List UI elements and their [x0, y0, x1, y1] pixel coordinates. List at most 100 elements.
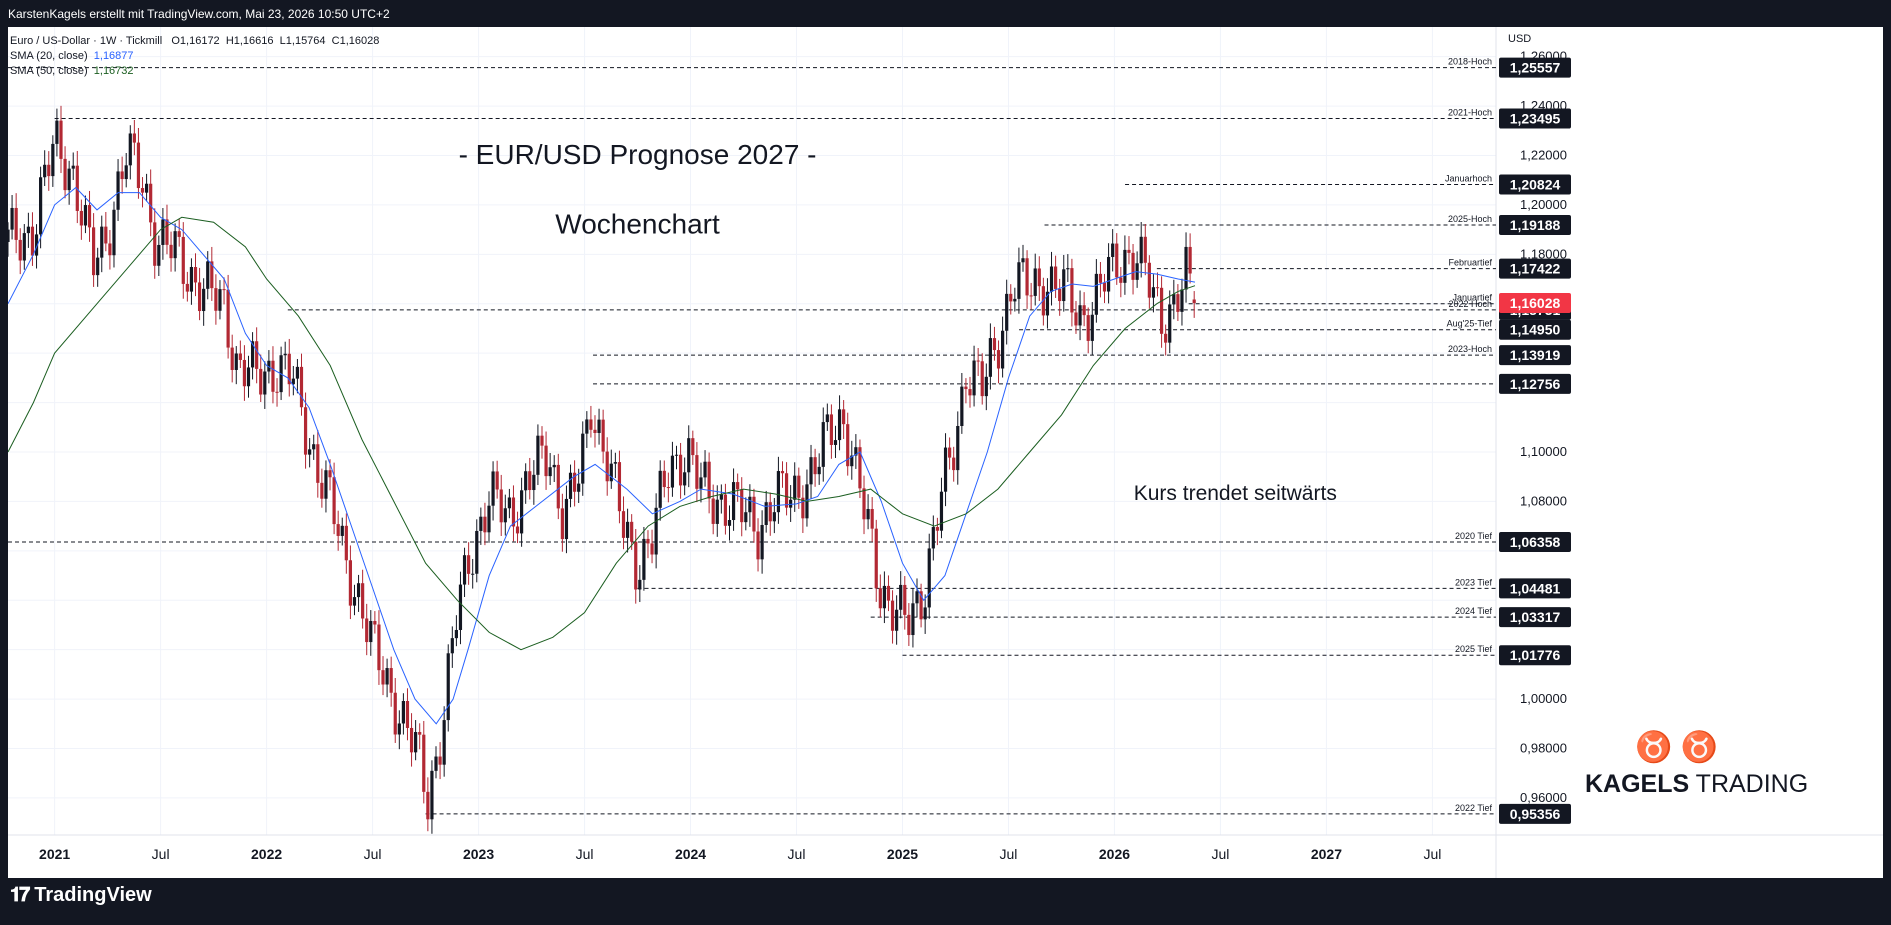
- candle-body: [365, 618, 369, 643]
- candle-body: [772, 512, 776, 522]
- candle-body: [972, 360, 976, 396]
- candle-body: [263, 371, 267, 395]
- candle-body: [462, 555, 467, 585]
- candle-body: [491, 471, 495, 506]
- candle-body: [246, 367, 251, 387]
- moving-average-line: [8, 186, 1196, 725]
- candle-body: [650, 543, 654, 555]
- candle-body: [348, 560, 353, 606]
- level-label: 2023-Hoch: [1448, 344, 1492, 354]
- candle-body: [238, 353, 242, 360]
- legend-sma20-row[interactable]: SMA (20, close) 1,16877: [10, 49, 379, 64]
- candle-body: [287, 353, 291, 385]
- tradingview-logo[interactable]: 𝟏𝟕 TradingView: [10, 884, 152, 907]
- y-tick-label: 0,98000: [1520, 741, 1567, 756]
- candle-body: [670, 455, 675, 488]
- candle-body: [1115, 243, 1119, 278]
- candle-body: [226, 289, 230, 348]
- candle-body: [511, 497, 516, 527]
- level-price-tag-text: 1,25557: [1510, 60, 1561, 76]
- level-label: 2022 Hoch: [1448, 299, 1492, 309]
- price-chart[interactable]: 2018-Hoch 2021-Hoch Januarhoch 2025-Hoch Feb…: [8, 27, 1883, 878]
- high-value: H1,16616: [225, 35, 274, 47]
- candle-body: [267, 360, 271, 372]
- candle-body: [821, 422, 825, 467]
- level-label: Februartief: [1448, 258, 1492, 268]
- candle-body: [1045, 291, 1050, 316]
- candle-body: [695, 455, 699, 489]
- close-value: C1,16028: [331, 35, 380, 47]
- candle-body: [931, 527, 935, 549]
- level-price-tag-text: 1,17422: [1510, 261, 1561, 277]
- candle-body: [361, 583, 365, 619]
- level-price-tag-text: 1,04481: [1510, 580, 1561, 596]
- level-price-tag-text: 1,23495: [1510, 111, 1561, 127]
- candle-body: [1188, 246, 1192, 274]
- candle-body: [1176, 294, 1180, 312]
- candle-body: [434, 756, 438, 771]
- candle-body: [568, 472, 573, 499]
- candle-body: [874, 528, 878, 589]
- level-label: 2020 Tief: [1455, 531, 1493, 541]
- candle-body: [520, 490, 524, 534]
- level-label: 2025-Hoch: [1448, 214, 1492, 224]
- candle-body: [108, 243, 112, 256]
- candle-body: [1119, 277, 1123, 283]
- candle-body: [169, 244, 173, 259]
- candle-body: [26, 226, 30, 234]
- candle-body: [597, 419, 601, 433]
- candle-body: [968, 389, 972, 396]
- candle-body: [573, 472, 577, 492]
- candle-body: [625, 521, 630, 538]
- chart-subtitle: Wochenchart: [555, 208, 720, 239]
- candle-body: [846, 424, 850, 467]
- candle-body: [1009, 293, 1013, 302]
- level-price-tag-text: 1,03317: [1510, 609, 1561, 625]
- candle-body: [202, 288, 206, 312]
- candle-body: [577, 483, 581, 492]
- candle-body: [83, 205, 88, 226]
- candle-body: [503, 508, 507, 523]
- candle-body: [271, 360, 275, 392]
- candle-body: [312, 444, 316, 450]
- level-price-tag: [1499, 803, 1571, 824]
- last-price-tag: [1499, 293, 1571, 314]
- candle-body: [409, 727, 414, 753]
- last-price-tag-text: 1,16028: [1510, 295, 1561, 311]
- candle-body: [177, 231, 181, 237]
- candle-body: [727, 520, 732, 526]
- candle-body: [59, 120, 63, 159]
- candle-body: [120, 171, 124, 180]
- candle-body: [487, 505, 491, 533]
- candle-body: [234, 353, 238, 370]
- symbol-name[interactable]: Euro / US-Dollar · 1W · Tickmill: [10, 35, 163, 47]
- x-tick-label: 2023: [463, 846, 494, 862]
- sma20-value: 1,16877: [93, 50, 134, 62]
- candle-body: [748, 496, 752, 513]
- candle-body: [454, 629, 458, 639]
- candle-body: [475, 530, 479, 574]
- x-tick-label: Jul: [1423, 846, 1441, 862]
- level-label: 2023 Tief: [1455, 577, 1493, 587]
- candle-body: [197, 282, 202, 312]
- tradingview-wordmark: TradingView: [34, 884, 152, 906]
- x-tick-label: Jul: [152, 846, 170, 862]
- legend-symbol-row: Euro / US-Dollar · 1W · Tickmill O1,1617…: [10, 34, 379, 49]
- candle-body: [1033, 268, 1037, 296]
- candle-body: [401, 700, 405, 724]
- level-price-tag: [1499, 607, 1571, 628]
- candle-body: [1106, 256, 1111, 292]
- candle-body: [1098, 273, 1103, 283]
- legend-sma50-row[interactable]: SMA (50, close) 1,16732: [10, 64, 379, 79]
- candle-body: [356, 583, 361, 598]
- candle-body: [393, 692, 397, 735]
- chart-frame[interactable]: 2018-Hoch 2021-Hoch Januarhoch 2025-Hoch Feb…: [8, 27, 1883, 878]
- candle-body: [960, 386, 964, 426]
- candle-body: [30, 226, 35, 256]
- candle-body: [87, 205, 92, 228]
- x-tick-label: 2025: [887, 846, 918, 862]
- candle-body: [193, 267, 198, 283]
- level-label: 2022 Tief: [1455, 803, 1493, 813]
- x-tick-label: 2027: [1311, 846, 1342, 862]
- candle-body: [495, 471, 499, 490]
